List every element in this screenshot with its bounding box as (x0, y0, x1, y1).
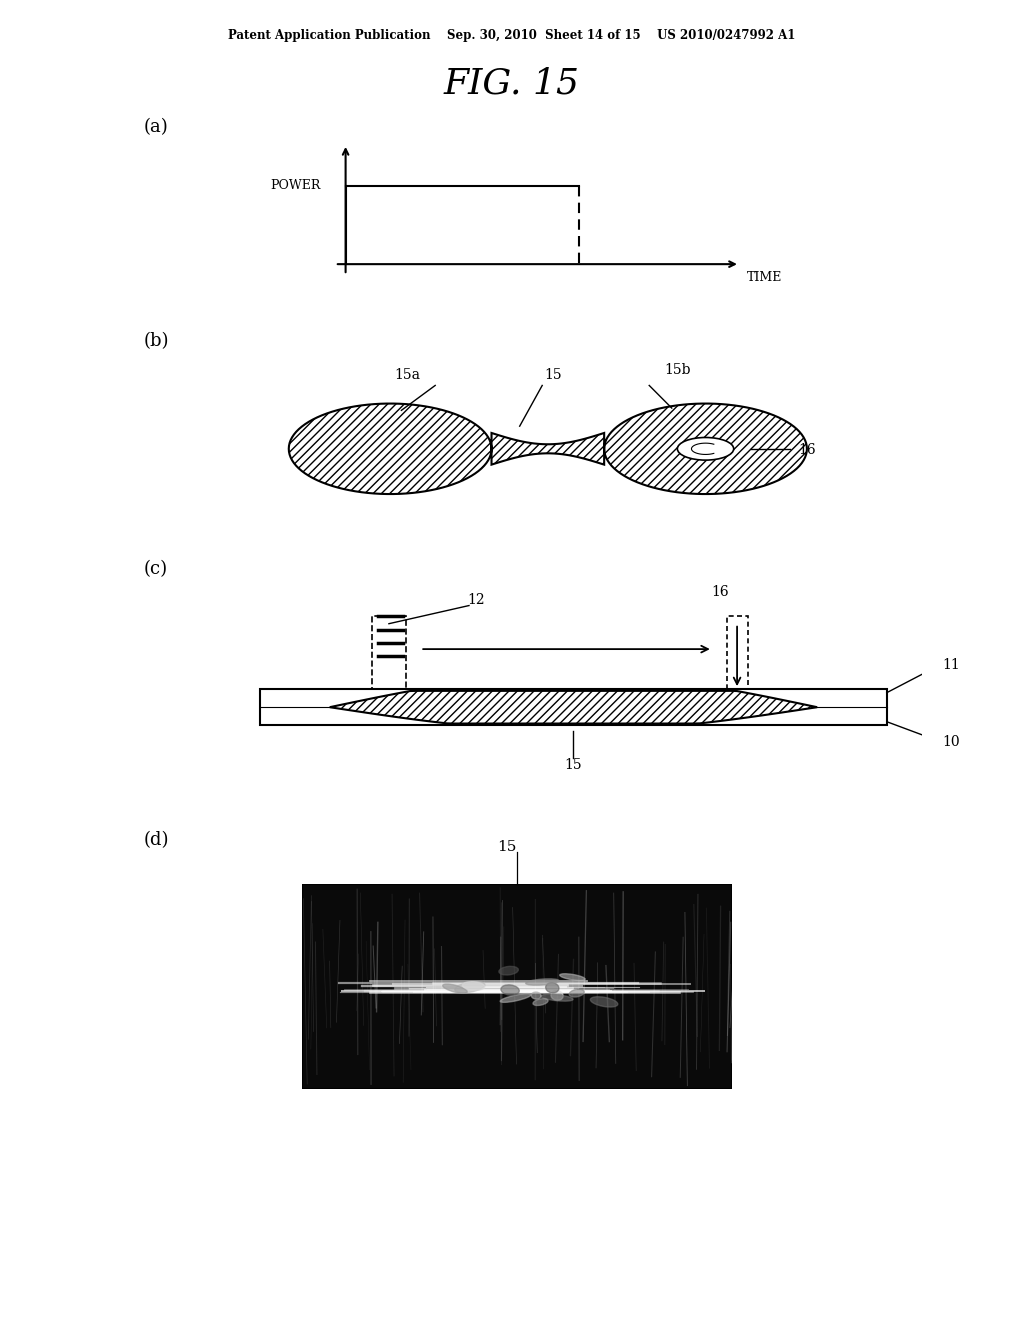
Text: (c): (c) (143, 560, 168, 578)
Ellipse shape (500, 994, 531, 1002)
Text: 16: 16 (799, 444, 816, 457)
Text: 15a: 15a (394, 368, 420, 381)
Text: (a): (a) (143, 117, 168, 136)
Text: (b): (b) (143, 331, 169, 350)
Ellipse shape (546, 982, 559, 993)
Text: 10: 10 (942, 735, 961, 748)
Ellipse shape (531, 993, 541, 999)
Text: 12: 12 (467, 593, 484, 607)
Polygon shape (302, 884, 732, 1089)
Text: FIG. 15: FIG. 15 (444, 66, 580, 100)
Text: POWER: POWER (270, 180, 321, 191)
Ellipse shape (501, 985, 519, 995)
Polygon shape (260, 689, 887, 725)
Text: 15b: 15b (665, 363, 690, 378)
Ellipse shape (551, 990, 563, 1001)
Ellipse shape (455, 982, 485, 993)
Text: 16: 16 (711, 586, 728, 599)
Text: 15: 15 (564, 758, 583, 772)
Ellipse shape (541, 994, 573, 1001)
Text: TIME: TIME (748, 271, 782, 284)
Text: (d): (d) (143, 830, 169, 849)
Ellipse shape (569, 989, 585, 997)
Polygon shape (330, 690, 817, 723)
Ellipse shape (525, 979, 559, 985)
Ellipse shape (534, 999, 548, 1006)
Ellipse shape (499, 966, 518, 975)
Text: 11: 11 (942, 659, 961, 672)
Circle shape (678, 437, 733, 461)
Text: Patent Application Publication    Sep. 30, 2010  Sheet 14 of 15    US 2010/02479: Patent Application Publication Sep. 30, … (228, 29, 796, 42)
Text: 15: 15 (498, 841, 516, 854)
Ellipse shape (442, 983, 467, 994)
Ellipse shape (591, 997, 617, 1007)
Polygon shape (289, 404, 807, 494)
Ellipse shape (560, 974, 585, 981)
Ellipse shape (463, 982, 484, 990)
Text: 15: 15 (545, 368, 562, 381)
